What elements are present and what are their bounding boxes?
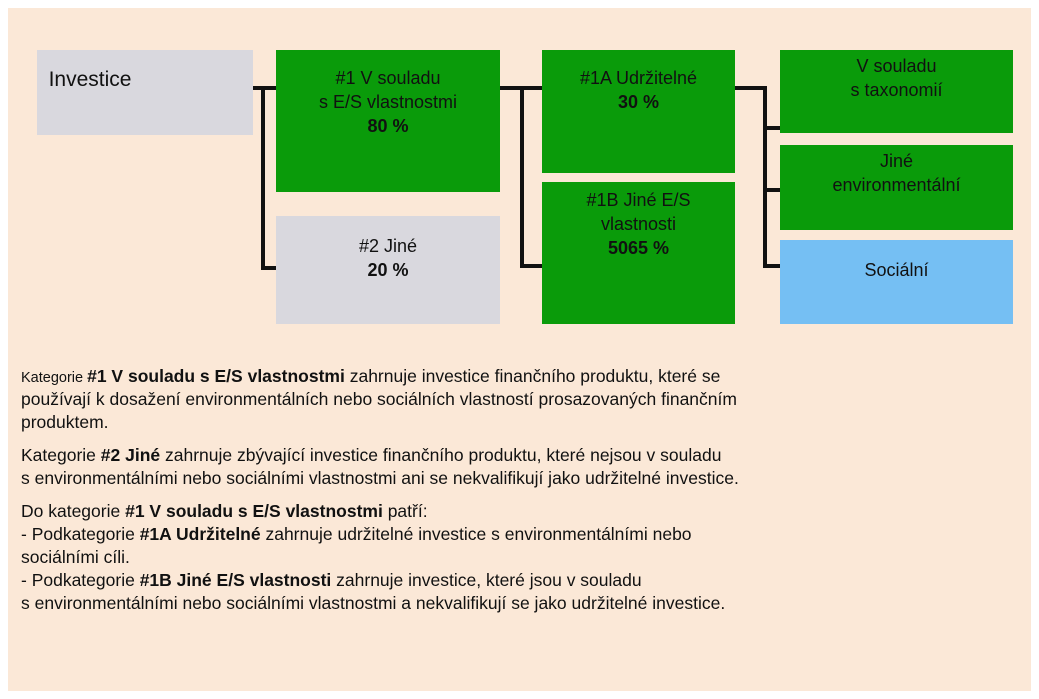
text-segment: s environmentálními nebo sociálními vlas… bbox=[21, 468, 739, 488]
node-label: vlastnosti bbox=[600, 214, 677, 234]
node-value: 20 % bbox=[367, 260, 409, 280]
node: #1 V souladu s E/S vlastnostmi 80 % bbox=[276, 50, 500, 192]
node: V souladu s taxonomií bbox=[780, 50, 1013, 133]
node-value: 30 % bbox=[617, 92, 660, 112]
text-segment: zahrnuje zbývající investice finančního … bbox=[160, 445, 722, 465]
text-segment: #2 Jiné bbox=[100, 445, 161, 465]
node: #2 Jiné 20 % bbox=[276, 216, 500, 324]
text-segment: sociálními cíli. bbox=[21, 547, 130, 567]
node-label: s E/S vlastnostmi bbox=[318, 92, 458, 112]
text-segment: Do kategorie bbox=[21, 501, 126, 521]
text-line: používají k dosažení environmentálních n… bbox=[21, 389, 739, 412]
node-label: #2 Jiné bbox=[358, 236, 418, 256]
text-segment: Kategorie bbox=[21, 445, 101, 465]
node: Jiné environmentální bbox=[780, 145, 1013, 230]
text-line: - Podkategorie #1B Jiné E/S vlastnosti z… bbox=[21, 570, 739, 593]
node-label: #1B Jiné E/S bbox=[586, 190, 691, 210]
node: Investice bbox=[37, 50, 253, 135]
node-label: environmentální bbox=[832, 175, 961, 195]
node-label: #1 V souladu bbox=[335, 68, 441, 88]
text-segment: - Podkategorie bbox=[21, 524, 140, 544]
text-line: produktem. bbox=[21, 412, 739, 435]
node: #1A Udržitelné 30 % bbox=[542, 50, 735, 173]
node-label: s taxonomií bbox=[850, 80, 943, 100]
text-segment: produktem. bbox=[21, 412, 109, 432]
node-value: 80 % bbox=[367, 116, 409, 136]
text-segment: #1 V souladu s E/S vlastnostmi bbox=[87, 366, 345, 386]
node: Sociální bbox=[780, 240, 1013, 324]
text-line: Do kategorie #1 V souladu s E/S vlastnos… bbox=[21, 501, 739, 524]
text-segment: používají k dosažení environmentálních n… bbox=[21, 389, 737, 409]
text-segment: s environmentálními nebo sociálními vlas… bbox=[21, 593, 726, 613]
node: #1B Jiné E/S vlastnosti 5065 % bbox=[542, 182, 735, 324]
text-line: s environmentálními nebo sociálními vlas… bbox=[21, 593, 739, 616]
text-line: sociálními cíli. bbox=[21, 547, 739, 570]
text-segment: #1A Udržitelné bbox=[139, 524, 261, 544]
text-segment: - Podkategorie bbox=[21, 570, 140, 590]
text-line: - Podkategorie #1A Udržitelné zahrnuje u… bbox=[21, 524, 739, 547]
node-label: #1A Udržitelné bbox=[579, 68, 698, 88]
text-segment: patří: bbox=[382, 501, 428, 521]
text-segment: #1B Jiné E/S vlastnosti bbox=[139, 570, 332, 590]
node-label: V souladu bbox=[856, 56, 937, 76]
paragraph: Kategorie #2 Jiné zahrnuje zbývající inv… bbox=[21, 445, 739, 491]
node-label: Sociální bbox=[864, 260, 929, 280]
text-segment: zahrnuje udržitelné investice s environm… bbox=[260, 524, 692, 544]
text-line: Kategorie #2 Jiné zahrnuje zbývající inv… bbox=[21, 445, 739, 468]
text-segment: zahrnuje investice finančního produktu, … bbox=[344, 366, 721, 386]
text-segment: Kategorie bbox=[21, 370, 88, 386]
text-segment: #1 V souladu s E/S vlastnostmi bbox=[125, 501, 383, 521]
node-label: Jiné bbox=[879, 151, 914, 171]
node-value: 5065 % bbox=[607, 238, 670, 258]
text-line: s environmentálními nebo sociálními vlas… bbox=[21, 468, 739, 491]
text-line: Kategorie #1 V souladu s E/S vlastnostmi… bbox=[21, 366, 739, 389]
paragraph: Kategorie #1 V souladu s E/S vlastnostmi… bbox=[21, 366, 739, 435]
text-segment: zahrnuje investice, které jsou v souladu bbox=[331, 570, 642, 590]
node-label: Investice bbox=[48, 68, 132, 91]
description: Kategorie #1 V souladu s E/S vlastnostmi… bbox=[21, 366, 739, 626]
paragraph: Do kategorie #1 V souladu s E/S vlastnos… bbox=[21, 501, 739, 616]
